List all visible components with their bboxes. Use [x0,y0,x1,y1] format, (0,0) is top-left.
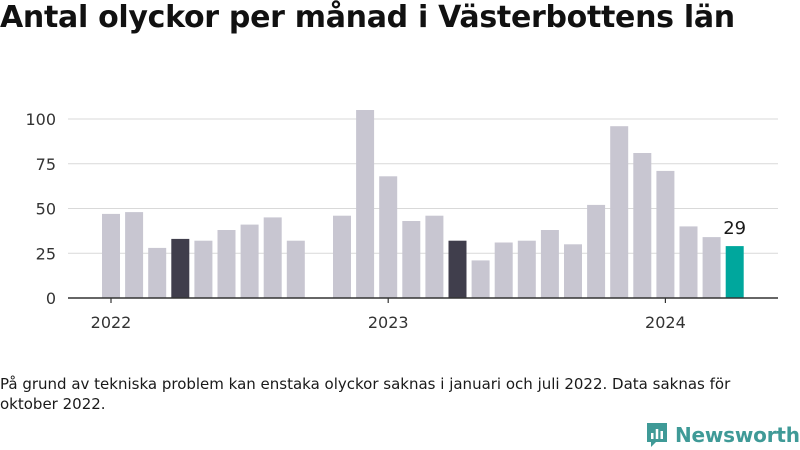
bar-chart-bubble-icon [647,423,667,447]
footnote: På grund av tekniska problem kan enstaka… [0,375,731,413]
brand-logo[interactable]: Newsworthy [645,420,800,450]
bar-2022-06 [217,230,236,298]
y-tick-label: 25 [36,244,56,263]
bar-2023-04 [448,240,467,298]
data-label: 29 [723,218,746,239]
bar-2023-12 [633,153,652,298]
bar-2023-01 [379,176,398,298]
x-tick-label: 2024 [645,313,686,332]
bar-2023-05 [471,260,490,298]
y-axis-ticks: 0 25 50 75 100 [25,110,56,308]
bar-2023-02 [402,221,421,298]
bar-2022-09 [286,240,305,298]
bar-2024-03 [702,237,721,298]
bar-2022-01 [102,213,120,298]
y-tick-label: 50 [36,200,56,219]
bar-2023-11 [610,126,629,298]
bar-2023-06 [494,242,513,298]
bars [102,110,744,298]
bar-2023-09 [564,244,582,298]
y-tick-label: 75 [36,155,56,174]
bar-2022-12 [356,110,375,298]
chart-title: Antal olyckor per månad i Västerbottens … [0,0,735,35]
bar-2022-07 [240,224,259,298]
brand-name: Newsworthy [675,423,800,447]
bar-2023-10 [587,204,606,298]
bar-2022-11 [333,215,351,298]
bar-2023-03 [425,215,444,298]
bar-2024-01 [656,170,675,298]
bar-2022-03 [148,247,167,298]
bar-2024-02 [679,226,698,298]
y-tick-label: 0 [46,289,56,308]
bar-2022-04 [171,238,190,298]
bar-2022-05 [194,240,213,298]
y-tick-label: 100 [25,110,56,129]
bar-2022-02 [125,212,144,298]
bar-2024-04 [725,246,744,298]
x-axis-ticks: 2022 2023 2024 [91,298,686,332]
x-tick-label: 2022 [91,313,132,332]
bar-2023-08 [540,230,559,298]
bar-chart: 0 25 50 75 100 2022 2023 2024 29 [25,110,778,332]
annotations: 29 [723,218,746,239]
bar-2022-08 [263,217,282,298]
bar-2023-07 [517,240,536,298]
x-tick-label: 2023 [368,313,409,332]
